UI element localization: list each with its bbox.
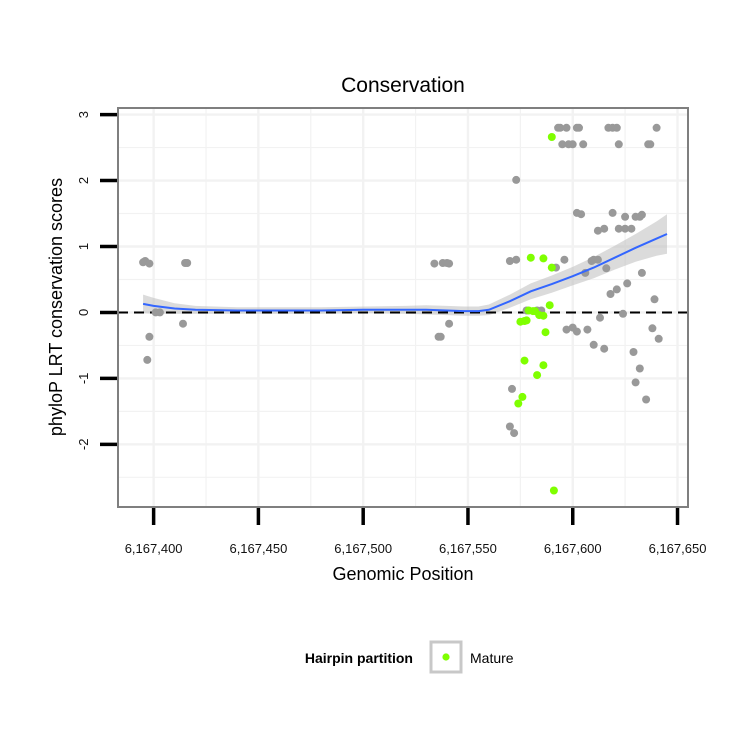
point-other	[579, 140, 588, 149]
point-other	[629, 348, 638, 356]
point-other	[508, 384, 516, 393]
point-other	[568, 140, 577, 149]
point-mature	[541, 328, 550, 337]
point-other	[512, 255, 521, 264]
legend-key-mature	[442, 653, 450, 661]
smooth-line	[142, 233, 668, 313]
chart-title: Conservation	[341, 74, 465, 97]
point-other	[654, 334, 663, 343]
point-other	[627, 224, 636, 233]
point-other	[646, 140, 655, 149]
point-other	[430, 259, 439, 268]
point-other	[510, 429, 519, 438]
smooth-line-layer	[142, 233, 668, 313]
point-other	[145, 259, 154, 268]
point-other	[560, 255, 569, 264]
point-other	[642, 395, 651, 404]
legend: Hairpin partition Mature	[305, 640, 514, 674]
legend-label-mature: Mature	[470, 650, 514, 666]
point-other	[577, 210, 586, 219]
point-other	[145, 332, 154, 341]
point-other	[445, 319, 454, 328]
x-axis: 6,167,400 6,167,450 6,167,500 6,167,550 6,16…	[125, 508, 707, 556]
point-other	[558, 140, 567, 149]
point-other	[619, 309, 627, 318]
point-mature	[545, 301, 554, 310]
point-other	[623, 279, 632, 288]
point-other	[602, 264, 611, 273]
x-tick-label: 6,167,400	[125, 541, 183, 556]
point-other	[614, 224, 623, 233]
point-other	[606, 290, 615, 298]
y-axis-title: phyloP LRT conservation scores	[46, 178, 66, 436]
point-other	[505, 257, 514, 265]
point-other	[436, 332, 445, 341]
point-other	[556, 123, 565, 132]
point-other	[593, 226, 602, 235]
point-other	[637, 210, 646, 219]
point-mature	[547, 133, 556, 141]
x-tick-label: 6,167,650	[649, 541, 707, 556]
point-other	[648, 324, 657, 333]
point-mature	[539, 311, 548, 320]
point-other	[600, 224, 609, 233]
point-other	[600, 344, 609, 353]
point-other	[631, 378, 640, 387]
y-tick-label: 0	[76, 309, 91, 316]
x-tick-label: 6,167,450	[229, 541, 287, 556]
point-mature	[518, 392, 527, 401]
point-other	[445, 259, 454, 268]
point-other	[621, 224, 630, 233]
point-other	[589, 340, 598, 349]
point-other	[621, 212, 630, 221]
point-mature	[549, 486, 558, 495]
y-tick-label: -1	[76, 373, 91, 385]
point-other	[505, 422, 514, 431]
point-other	[562, 123, 571, 132]
point-other	[575, 123, 583, 132]
point-mature	[539, 361, 548, 370]
point-mature	[539, 254, 548, 263]
point-other	[650, 295, 659, 304]
point-other	[143, 355, 152, 364]
point-mature	[526, 253, 535, 262]
y-tick-label: 3	[76, 111, 91, 118]
x-tick-label: 6,167,600	[544, 541, 602, 556]
point-mature	[520, 356, 529, 365]
point-other	[593, 255, 602, 264]
point-other	[155, 308, 164, 317]
point-other	[512, 175, 521, 184]
point-other	[583, 325, 592, 334]
points-layer	[139, 123, 663, 495]
point-other	[596, 313, 604, 322]
y-tick-label: 2	[76, 177, 91, 184]
point-other	[614, 140, 623, 149]
point-mature	[522, 316, 531, 325]
point-other	[635, 364, 644, 373]
y-tick-label: -2	[76, 439, 91, 451]
point-other	[652, 123, 661, 132]
point-mature	[533, 371, 542, 380]
x-tick-label: 6,167,500	[334, 541, 392, 556]
point-mature	[514, 399, 523, 408]
point-other	[608, 208, 617, 217]
legend-title: Hairpin partition	[305, 650, 413, 666]
point-other	[612, 123, 621, 132]
x-axis-title: Genomic Position	[332, 564, 473, 584]
x-tick-label: 6,167,550	[439, 541, 497, 556]
point-other	[612, 285, 621, 294]
point-other	[179, 319, 187, 328]
point-mature	[547, 263, 556, 272]
point-other	[637, 268, 646, 277]
legend-key-box	[429, 640, 463, 674]
plot-panel-border	[117, 107, 689, 508]
y-axis: -2 -1 0 1 2 3	[76, 111, 117, 450]
y-tick-label: 1	[76, 243, 91, 250]
point-other	[562, 325, 571, 334]
point-other	[572, 327, 581, 336]
point-other	[183, 259, 192, 267]
